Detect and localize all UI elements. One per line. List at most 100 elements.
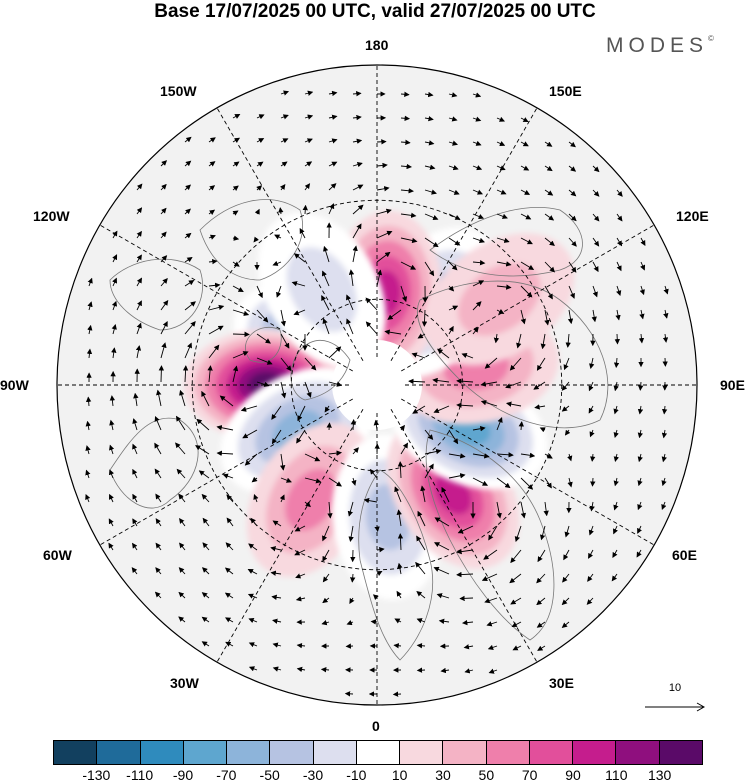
wind-arrow — [232, 137, 241, 143]
wind-arrow — [520, 141, 529, 147]
wind-arrow — [184, 301, 196, 311]
wind-arrow — [616, 213, 623, 222]
wind-arrow — [109, 395, 116, 407]
wind-arrow — [592, 237, 600, 247]
wind-arrow — [135, 345, 142, 359]
wind-arrow — [160, 278, 168, 287]
wind-arrow — [417, 333, 426, 339]
wind-arrow — [87, 277, 93, 287]
wind-arrow — [505, 381, 522, 389]
wind-arrow — [537, 645, 546, 651]
wind-arrow — [271, 429, 282, 445]
wind-arrow — [248, 618, 258, 624]
wind-arrow — [216, 450, 234, 457]
wind-arrow — [384, 329, 402, 335]
wind-arrow — [232, 351, 249, 359]
wind-arrow — [376, 251, 391, 263]
wind-arrow — [396, 590, 402, 599]
wind-arrow — [280, 453, 286, 471]
wind-arrow — [408, 378, 426, 385]
wind-arrow — [155, 518, 162, 527]
map-boundary — [56, 64, 698, 706]
wind-arrow — [184, 184, 191, 191]
wind-arrow — [496, 284, 512, 290]
wind-arrow — [496, 501, 502, 519]
wind-arrow — [304, 453, 321, 462]
wind-arrow — [256, 114, 265, 120]
wind-arrow — [487, 644, 498, 650]
wind-arrow — [461, 353, 474, 359]
wind-arrow — [510, 597, 522, 605]
wind-arrow — [160, 207, 167, 215]
wind-arrow — [448, 261, 458, 271]
wind-arrow — [544, 261, 556, 273]
wind-arrow — [448, 140, 458, 146]
wind-arrow — [509, 573, 522, 584]
wind-vectors — [85, 90, 669, 697]
wind-arrow — [232, 331, 250, 338]
colorbar-tick-label: 70 — [521, 767, 538, 783]
wind-arrow — [160, 231, 167, 239]
wind-arrow — [472, 116, 482, 122]
wind-arrow — [514, 525, 522, 543]
wind-arrow — [156, 389, 162, 407]
wind-arrow — [280, 357, 292, 372]
colorbar-cell — [443, 741, 487, 764]
colorbar-tick-label: -90 — [172, 767, 194, 783]
wind-arrow — [589, 501, 595, 512]
wind-arrow — [411, 352, 426, 359]
wind-arrow — [565, 333, 571, 348]
wind-arrow — [376, 186, 390, 192]
wind-arrow — [415, 561, 426, 575]
wind-arrow — [323, 245, 330, 263]
wind-arrow — [438, 618, 450, 624]
wind-arrow — [448, 237, 461, 246]
wind-arrow — [112, 230, 118, 239]
reference-vector: 10 — [640, 682, 710, 718]
wind-arrow — [540, 333, 546, 350]
wind-arrow — [563, 549, 570, 561]
colorbar-cell — [227, 741, 271, 764]
wind-arrow — [561, 621, 570, 629]
wind-arrow — [346, 294, 354, 311]
wind-arrow — [518, 421, 525, 431]
wind-arrow — [486, 621, 498, 627]
wind-arrow — [616, 285, 622, 297]
wind-arrow — [424, 261, 435, 277]
wind-arrow — [160, 255, 168, 263]
wind-arrow — [226, 517, 234, 527]
wind-arrow — [160, 183, 167, 191]
wind-arrow — [639, 309, 645, 320]
wind-arrow — [544, 165, 553, 172]
wind-arrow — [616, 189, 623, 197]
wind-arrow — [328, 203, 335, 215]
wind-arrow — [293, 309, 306, 316]
wind-arrow — [424, 448, 442, 455]
wind-arrow — [496, 165, 506, 171]
colorbar-tick-label: -130 — [82, 767, 111, 783]
wind-arrow — [544, 453, 553, 459]
wind-arrow — [253, 493, 259, 503]
wind-arrow — [136, 230, 142, 239]
wind-arrow — [561, 597, 570, 606]
wind-arrow — [349, 573, 356, 583]
wind-arrow — [322, 549, 330, 562]
wind-arrow — [567, 309, 574, 325]
wind-arrow — [424, 237, 439, 248]
wind-arrow — [397, 533, 404, 551]
wind-arrow — [433, 405, 450, 414]
wind-arrow — [480, 400, 498, 407]
wind-arrow — [232, 365, 239, 383]
wind-arrow — [480, 381, 498, 387]
wind-arrow — [108, 518, 114, 527]
wind-arrow — [539, 427, 546, 433]
wind-arrow — [589, 357, 595, 370]
wind-arrow — [615, 309, 621, 321]
wind-arrow — [108, 542, 114, 551]
wind-arrow — [472, 477, 489, 486]
reference-arrow-icon — [645, 702, 706, 712]
wind-arrow — [456, 571, 474, 578]
wind-arrow — [661, 429, 668, 439]
wind-arrow — [400, 188, 414, 194]
wind-arrow — [613, 453, 619, 463]
